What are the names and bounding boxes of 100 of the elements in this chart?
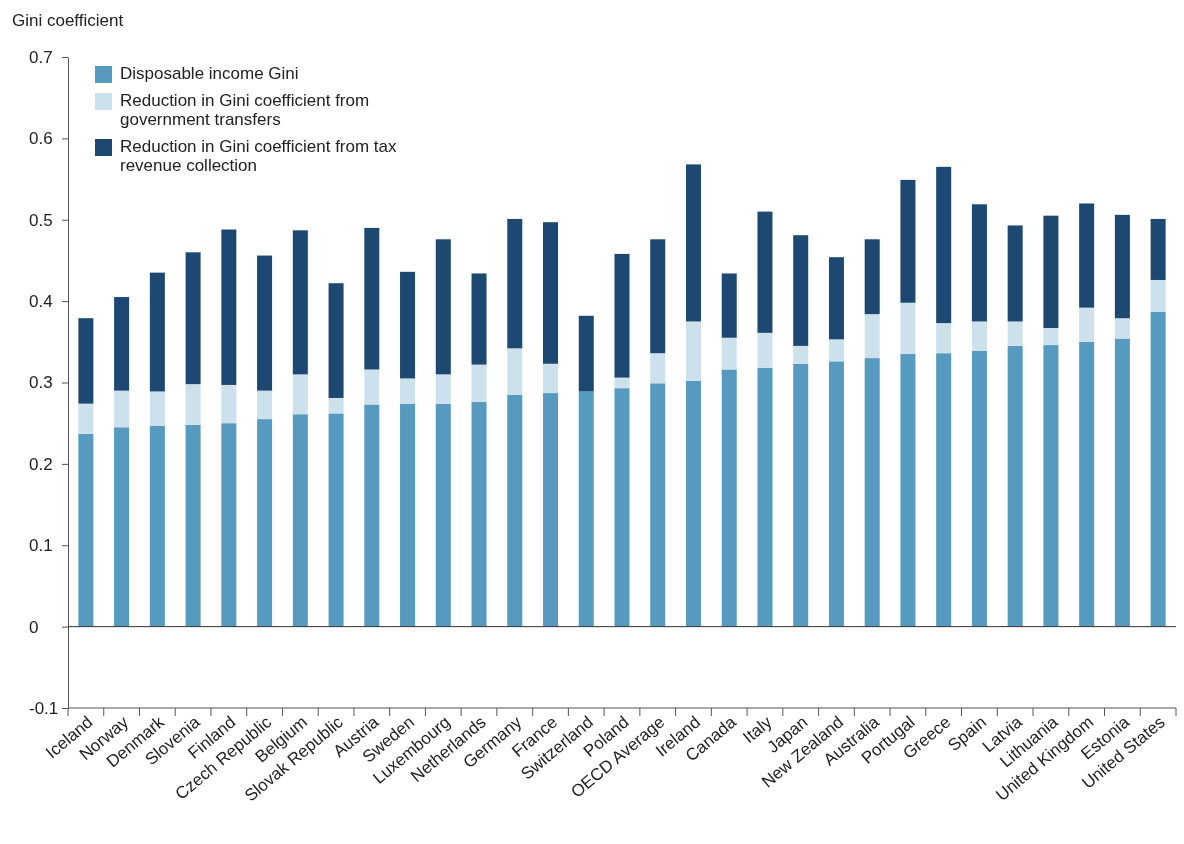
bar <box>971 204 987 322</box>
bar <box>364 404 380 627</box>
bar <box>650 353 666 384</box>
bar <box>614 388 630 627</box>
bar <box>936 323 952 354</box>
bar <box>257 419 273 627</box>
bar <box>900 302 916 355</box>
bar <box>400 403 416 627</box>
bar <box>936 166 952 324</box>
bar <box>543 363 559 394</box>
bar <box>900 354 916 627</box>
bar <box>114 297 130 391</box>
bar <box>221 384 237 424</box>
bar <box>185 384 201 425</box>
bar <box>721 337 737 370</box>
bar <box>1150 311 1166 627</box>
y-tick-label: 0.2 <box>29 454 53 474</box>
bar <box>578 391 594 627</box>
bar <box>221 229 237 385</box>
bar <box>364 227 380 370</box>
bar <box>1007 345 1023 627</box>
bar <box>328 397 344 414</box>
bar <box>685 321 701 381</box>
bar <box>1114 214 1130 319</box>
bar <box>685 380 701 627</box>
bar <box>507 218 523 349</box>
bar <box>828 361 844 627</box>
bar <box>828 257 844 340</box>
bar <box>900 179 916 303</box>
bar <box>149 272 165 392</box>
y-tick-label: 0 <box>29 617 39 637</box>
bar <box>650 239 666 354</box>
bar <box>78 403 94 434</box>
bar <box>864 358 880 627</box>
bar <box>614 377 630 389</box>
y-tick-label: -0.1 <box>29 698 59 718</box>
bar <box>650 383 666 627</box>
legend-label: Reduction in Gini coefficient from tax revenue collection <box>120 137 398 175</box>
bar <box>1079 341 1095 627</box>
bar <box>757 332 773 368</box>
bar <box>149 425 165 627</box>
bar <box>78 318 94 404</box>
bar <box>257 390 273 420</box>
bar <box>614 253 630 378</box>
bar <box>1079 203 1095 308</box>
bar <box>257 255 273 391</box>
bar <box>1043 345 1059 627</box>
bar <box>435 403 451 627</box>
bar <box>1007 225 1023 322</box>
bar <box>971 350 987 627</box>
y-tick-label: 0.3 <box>29 373 53 393</box>
bar <box>971 321 987 351</box>
bar <box>543 222 559 364</box>
bar <box>507 348 523 395</box>
legend-label: Disposable income Gini <box>120 64 299 83</box>
bar <box>149 391 165 426</box>
bar <box>793 235 809 346</box>
bar <box>435 239 451 375</box>
bar <box>221 423 237 627</box>
y-tick-label: 0.4 <box>29 292 53 312</box>
bar <box>471 402 487 627</box>
bar <box>328 283 344 398</box>
bar <box>1114 318 1130 339</box>
y-tick-label: 0.1 <box>29 536 53 556</box>
bar <box>757 367 773 627</box>
bar <box>292 414 308 627</box>
bar <box>793 363 809 627</box>
y-tick-label: 0.6 <box>29 129 53 149</box>
bar <box>114 390 130 428</box>
y-tick-label: 0.5 <box>29 210 53 230</box>
bar <box>757 211 773 333</box>
legend-label: Reduction in Gini coefficient from government transfers <box>120 91 370 129</box>
bar <box>114 427 130 627</box>
bar <box>400 271 416 379</box>
bar <box>721 369 737 627</box>
bar <box>1114 338 1130 627</box>
bar <box>292 374 308 415</box>
bar <box>864 314 880 359</box>
bar <box>364 369 380 405</box>
bar <box>1043 327 1059 346</box>
bar <box>507 394 523 627</box>
bar <box>1150 218 1166 280</box>
bar <box>936 353 952 627</box>
bar <box>292 230 308 375</box>
y-axis-title: Gini coefficient <box>12 11 124 30</box>
bar <box>793 345 809 364</box>
bar <box>1007 321 1023 346</box>
bar <box>721 273 737 338</box>
bar <box>435 374 451 404</box>
bar <box>185 424 201 627</box>
bar <box>78 433 94 627</box>
bar <box>1043 215 1059 328</box>
bar <box>1079 307 1095 342</box>
bar <box>328 413 344 627</box>
bar <box>1150 279 1166 312</box>
bar <box>685 164 701 322</box>
bar <box>400 378 416 404</box>
bar <box>864 239 880 315</box>
y-tick-label: 0.7 <box>29 47 53 67</box>
bar <box>471 273 487 365</box>
